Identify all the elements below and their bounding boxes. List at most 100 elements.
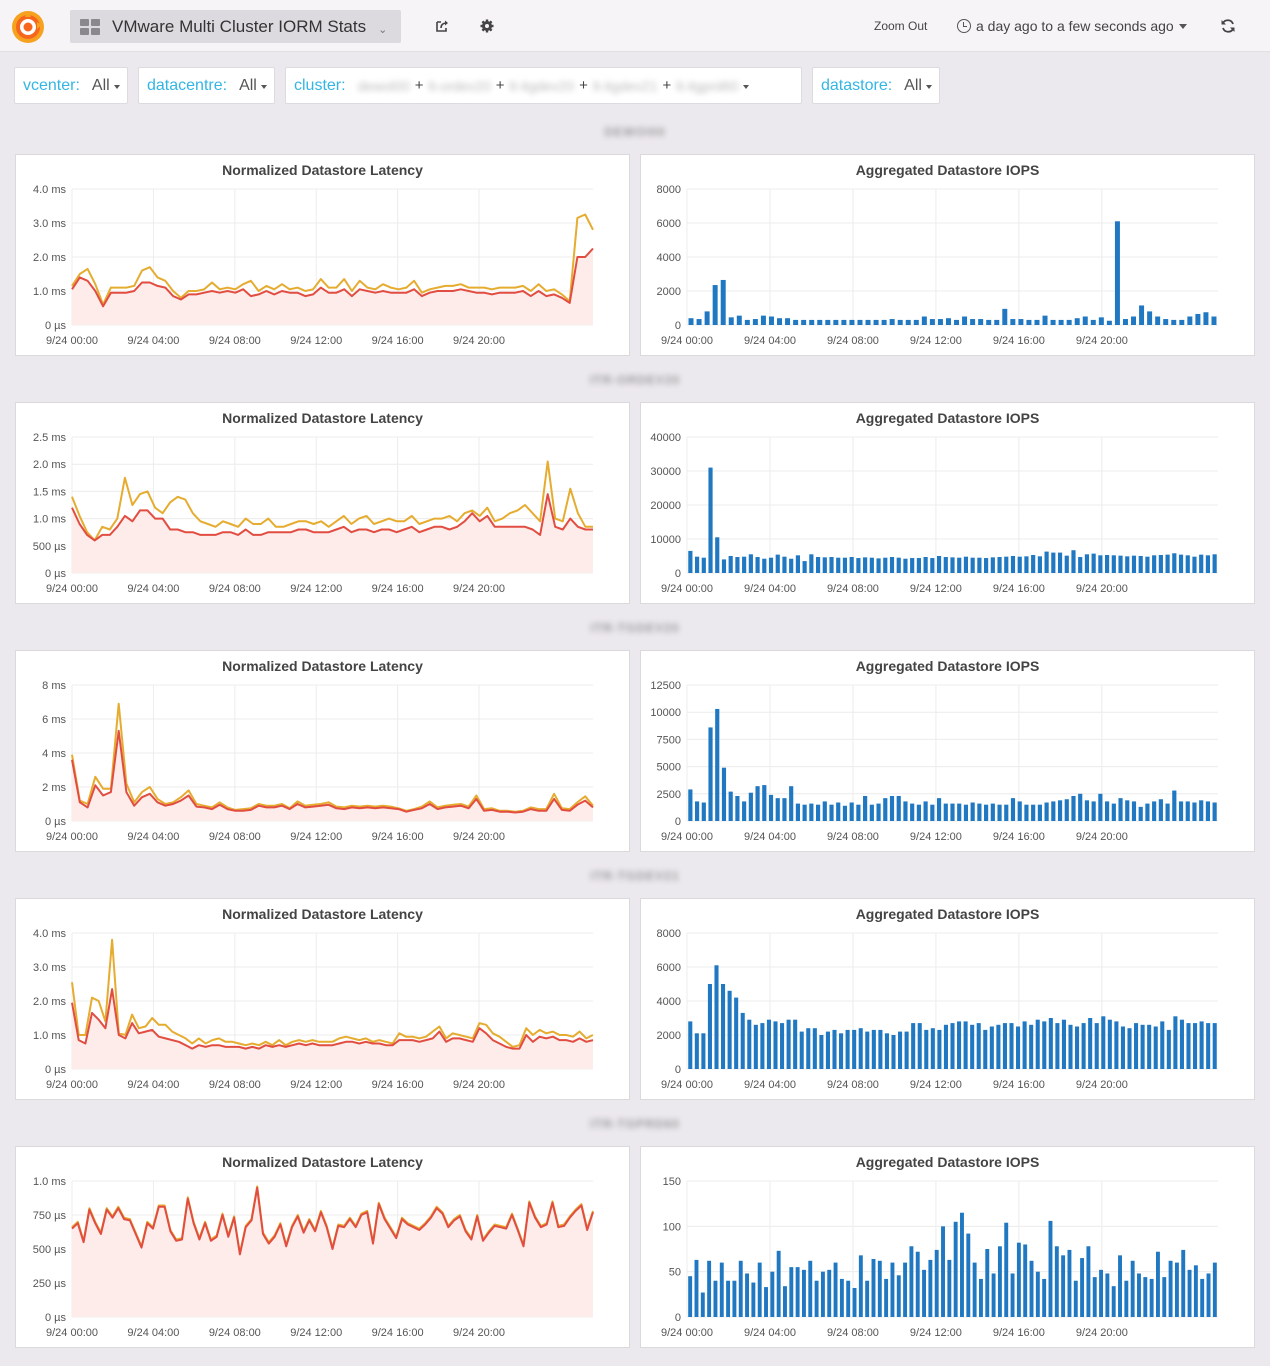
iops-bar xyxy=(1101,1016,1106,1069)
iops-bar xyxy=(1057,800,1063,821)
iops-bar xyxy=(1018,319,1024,325)
iops-bar xyxy=(903,558,908,573)
y-tick-label: 8 ms xyxy=(42,680,66,692)
iops-bar xyxy=(1179,1019,1184,1069)
iops-panel[interactable]: 0 50 100 150 9/24 00:00 9/24 04:00 9/24 08:00 9… xyxy=(640,1146,1255,1348)
iops-bar xyxy=(986,319,992,325)
iops-panel[interactable]: 0 10000 20000 30000 40000 9/24 00:00 9/24 04:0… xyxy=(640,402,1255,604)
row-title[interactable]: DEWOI00 xyxy=(604,125,666,139)
iops-bar xyxy=(1044,802,1049,821)
iops-bar xyxy=(1098,793,1103,821)
iops-bar xyxy=(1090,319,1096,325)
settings-button[interactable] xyxy=(475,14,499,38)
y-tick-label: 0 xyxy=(675,320,681,332)
x-tick-label: 9/24 08:00 xyxy=(827,1079,879,1091)
iops-bar xyxy=(1162,1277,1167,1317)
iops-bar xyxy=(953,1221,958,1317)
iops-bar xyxy=(701,1033,706,1069)
iops-bar xyxy=(1092,1277,1097,1317)
iops-bar xyxy=(849,319,855,325)
iops-bar xyxy=(762,785,767,821)
iops-bar xyxy=(789,786,794,821)
line-chart: 0 µs 2 ms 4 ms 6 ms 8 ms 9/24 00:00 9/24 04:00… xyxy=(42,680,594,843)
iops-bar xyxy=(1002,1023,1007,1069)
latency-panel[interactable]: 0 µs 500 µs 1.0 ms 1.5 ms 2.0 ms 2.5 ms 9/24 0… xyxy=(15,402,630,604)
x-tick-label: 9/24 12:00 xyxy=(910,583,962,595)
iops-bar xyxy=(1149,1278,1154,1317)
time-range-picker[interactable]: a day ago to a few seconds ago xyxy=(957,18,1187,34)
row-title[interactable]: ITR-TGDEV20 xyxy=(590,621,680,635)
x-tick-label: 9/24 20:00 xyxy=(1076,1327,1128,1339)
iops-bar xyxy=(744,319,750,325)
iops-bar xyxy=(720,279,726,325)
iops-bar xyxy=(809,319,815,325)
iops-bar xyxy=(842,805,848,821)
latency-panel[interactable]: 0 µs 2 ms 4 ms 6 ms 8 ms 9/24 00:00 9/24 04:00… xyxy=(15,650,630,852)
iops-bar xyxy=(726,1280,731,1317)
iops-bar xyxy=(865,1280,870,1317)
iops-bar xyxy=(1143,1277,1148,1317)
grafana-logo-icon[interactable] xyxy=(10,9,46,45)
cluster-value: lt-itgdev21 xyxy=(592,77,658,94)
share-button[interactable] xyxy=(430,14,454,38)
iops-bar xyxy=(776,1250,781,1317)
dashboard-grid-icon xyxy=(80,18,100,35)
latency-panel[interactable]: 0 µs 1.0 ms 2.0 ms 3.0 ms 4.0 ms 9/24 00:00 9/… xyxy=(15,154,630,356)
y-tick-label: 250 µs xyxy=(33,1278,67,1290)
datastore-variable[interactable]: datastore: All xyxy=(812,67,940,104)
iops-bar xyxy=(1054,1246,1059,1317)
iops-bar xyxy=(1187,316,1193,325)
row-title[interactable]: ITR-TGDEV21 xyxy=(590,869,680,883)
y-tick-label: 1.5 ms xyxy=(33,486,67,498)
refresh-button[interactable] xyxy=(1216,14,1240,38)
iops-bar xyxy=(1075,1026,1080,1069)
iops-bar xyxy=(905,319,911,325)
iops-bar xyxy=(773,1021,778,1069)
iops-bar xyxy=(1147,1024,1152,1069)
iops-bar xyxy=(941,1226,945,1317)
iops-bar xyxy=(990,803,995,821)
latency-series-line xyxy=(71,729,594,814)
iops-panel[interactable]: 0 2000 4000 6000 8000 9/24 00:00 9/24 04:00 9/2… xyxy=(640,154,1255,356)
latency-series-line xyxy=(71,213,594,306)
row-title[interactable]: ITR-ORDEV20 xyxy=(589,373,681,387)
iops-bar xyxy=(1186,1023,1191,1069)
x-tick-label: 9/24 12:00 xyxy=(910,335,962,347)
iops-bar xyxy=(852,1287,857,1317)
iops-bar xyxy=(1192,556,1197,573)
bar-chart: 0 2000 4000 6000 8000 9/24 00:00 9/24 04:00 9/2… xyxy=(657,184,1218,347)
iops-bar xyxy=(991,1273,996,1317)
x-tick-label: 9/24 08:00 xyxy=(827,583,879,595)
x-tick-label: 9/24 04:00 xyxy=(127,831,179,843)
iops-bar xyxy=(1163,319,1169,325)
dashboard-title-dropdown[interactable]: VMware Multi Cluster IORM Stats ⌄ xyxy=(70,10,401,43)
iops-bar xyxy=(1080,1258,1085,1317)
iops-bar xyxy=(1199,800,1204,821)
iops-bar xyxy=(910,803,915,821)
x-tick-label: 9/24 20:00 xyxy=(1076,1079,1128,1091)
iops-bar xyxy=(954,319,960,325)
latency-panel[interactable]: 0 µs 1.0 ms 2.0 ms 3.0 ms 4.0 ms 9/24 00:00 9/… xyxy=(15,898,630,1100)
iops-panel[interactable]: 0 2500 5000 7500 10000 12500 9/24 00:00 9/24 04… xyxy=(640,650,1255,852)
panel-title: Aggregated Datastore IOPS xyxy=(855,410,1040,426)
row-title[interactable]: ITR-TGPRD60 xyxy=(590,1117,680,1131)
iops-bar xyxy=(884,1033,889,1069)
latency-panel[interactable]: 0 µs 250 µs 500 µs 750 µs 1.0 ms 9/24 00:00 9/… xyxy=(15,1146,630,1348)
x-tick-label: 9/24 00:00 xyxy=(46,583,98,595)
iops-bar xyxy=(688,789,693,821)
y-tick-label: 1.0 ms xyxy=(33,514,67,526)
cluster-variable[interactable]: cluster: dewol00 + lt-ordev20 + lt-itgde… xyxy=(285,67,802,104)
datacentre-variable[interactable]: datacentre: All xyxy=(138,67,275,104)
iops-bar xyxy=(1004,556,1009,573)
iops-bar xyxy=(1017,556,1022,573)
iops-bar xyxy=(1152,555,1157,573)
y-tick-label: 2.0 ms xyxy=(33,459,67,471)
y-tick-label: 3.0 ms xyxy=(33,218,67,230)
iops-bar xyxy=(715,537,720,573)
vcenter-variable[interactable]: vcenter: All xyxy=(14,67,128,104)
iops-panel[interactable]: 0 2000 4000 6000 8000 9/24 00:00 9/24 04:00 9/2… xyxy=(640,898,1255,1100)
zoom-out-button[interactable]: Zoom Out xyxy=(874,19,928,33)
iops-bar xyxy=(1098,555,1103,573)
iops-bar xyxy=(1048,1220,1053,1317)
iops-bar xyxy=(1037,804,1042,821)
